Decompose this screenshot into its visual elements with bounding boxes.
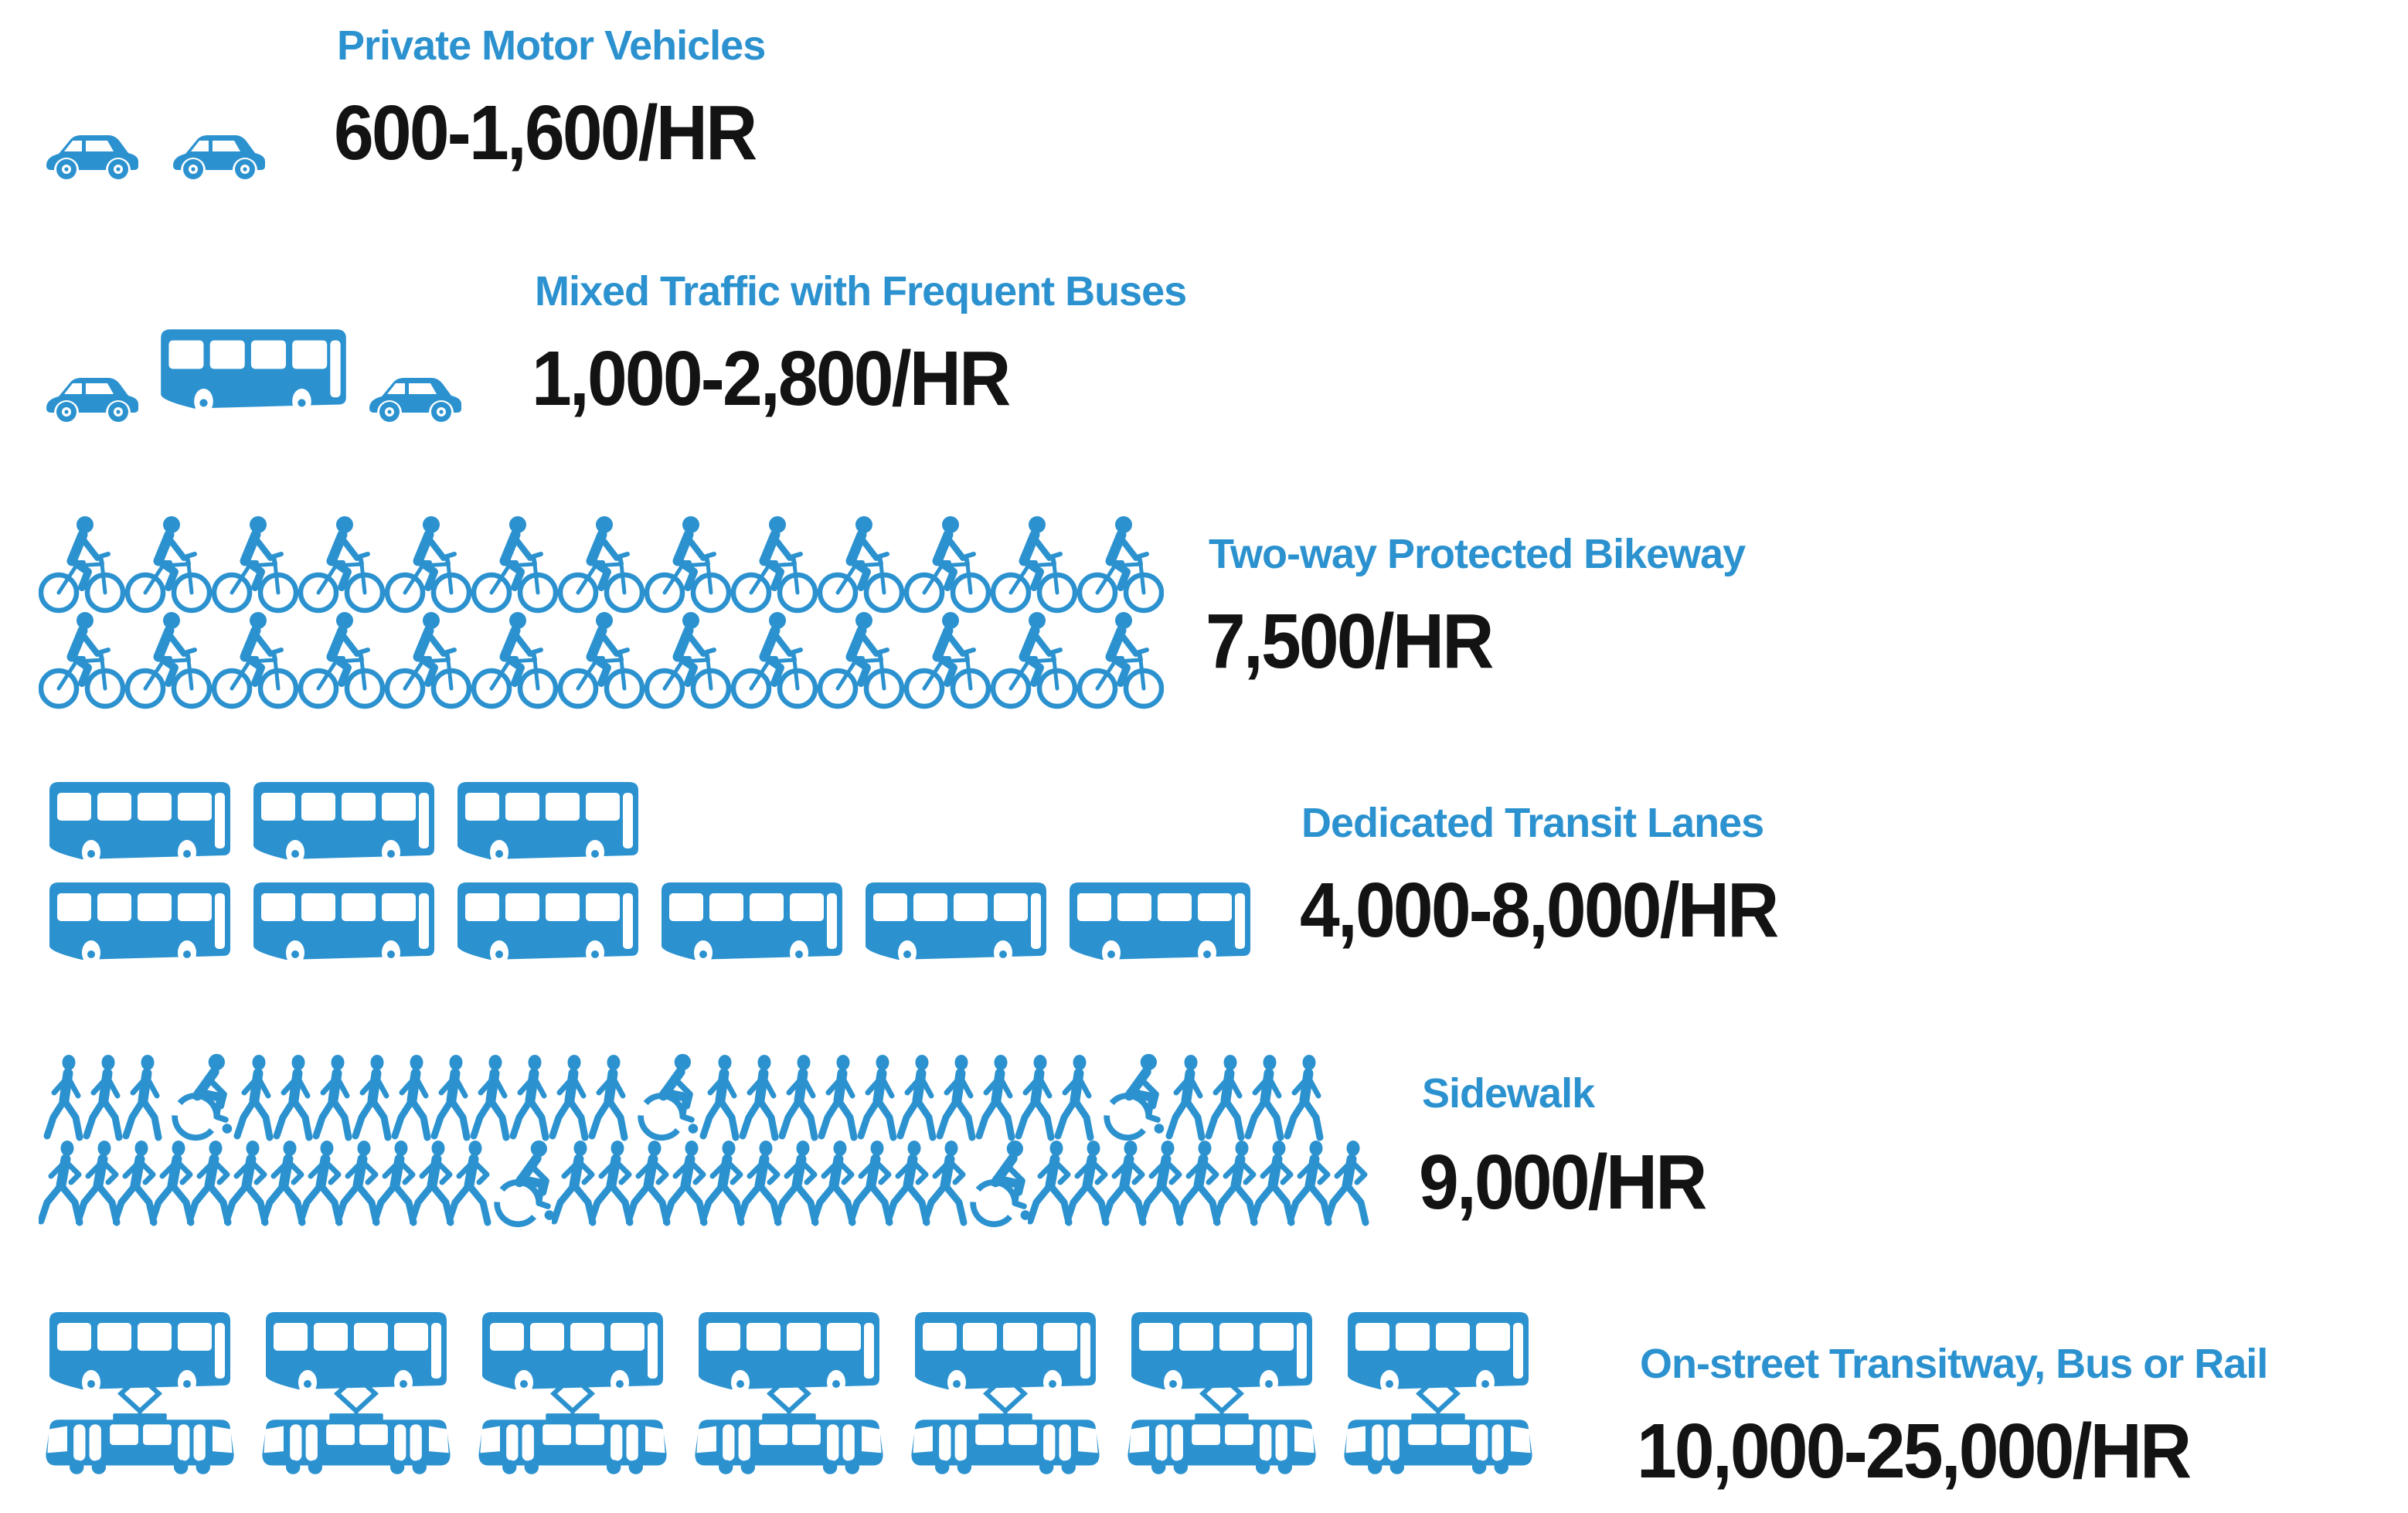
wheelchair-user-icon [162,1051,242,1142]
bus-icon [43,878,236,971]
cyclist-icon-row [39,610,1164,711]
bus-icon [451,777,645,870]
cyclist-icon-row [39,515,1164,615]
cyclist-icon [558,515,645,615]
car-icon-row [39,125,272,181]
car-icon [39,368,145,423]
cyclist-icon [645,610,731,711]
bus-icon [859,878,1053,971]
cyclist-icon [1077,515,1164,615]
tram-icon [1337,1374,1539,1481]
cyclist-icon [39,610,125,711]
cyclist-icon [558,610,645,711]
section-value: 9,000/HR [1419,1139,1707,1226]
cyclist-icon [818,515,904,615]
cyclist-icon [991,515,1077,615]
cyclist-icon [125,515,212,615]
tram-icon [688,1374,890,1481]
section-title: Dedicated Transit Lanes [1301,800,1764,846]
pedestrian-icon [1284,1054,1332,1142]
cyclist-icon [298,515,385,615]
cyclist-icon [125,610,212,711]
mixed-traffic-icon-row [39,321,468,423]
bus-icon [43,777,236,870]
bus-icon [155,321,352,423]
cyclist-icon [731,610,818,711]
tram-icon [39,1374,241,1481]
cyclist-icon [818,610,904,711]
section-title: Mixed Traffic with Frequent Buses [535,268,1187,314]
bus-icon [247,878,440,971]
tram-icon [1121,1374,1323,1481]
bus-icon-row [43,878,1257,971]
car-icon [165,125,272,181]
pedestrian-icon [1325,1141,1374,1229]
pedestrian-icon-row [39,1137,1362,1229]
wheelchair-user-icon [1093,1051,1174,1142]
bus-icon [655,878,849,971]
tram-icon [904,1374,1107,1481]
tram-icon [471,1374,674,1481]
cyclist-icon [991,610,1077,711]
section-value: 7,500/HR [1206,598,1494,685]
tram-icon [255,1374,457,1481]
cyclist-icon [385,610,471,711]
section-title: Two-way Protected Bikeway [1209,531,1746,577]
cyclist-icon [1077,610,1164,711]
section-value: 1,000-2,800/HR [532,335,1011,422]
cyclist-icon [904,515,991,615]
bus-icon [247,777,440,870]
section-value: 10,000-25,000/HR [1637,1408,2192,1494]
cyclist-icon [731,515,818,615]
section-title: On-street Transitway, Bus or Rail [1640,1341,2268,1387]
bus-icon [1063,878,1257,971]
car-icon [362,368,468,423]
cyclist-icon [645,515,731,615]
cyclist-icon [385,515,471,615]
cyclist-icon [471,515,558,615]
cyclist-icon [298,610,385,711]
cyclist-icon [904,610,991,711]
cyclist-icon [212,515,298,615]
bus-icon-row [43,777,645,870]
bus-icon [451,878,645,971]
pedestrian-icon-row [43,1051,1323,1142]
cyclist-icon [212,610,298,711]
section-value: 600-1,600/HR [334,90,757,176]
cyclist-icon [471,610,558,711]
section-title: Sidewalk [1422,1070,1595,1117]
tram-icon-row [39,1374,1539,1481]
section-value: 4,000-8,000/HR [1300,867,1779,954]
wheelchair-user-icon [628,1051,708,1142]
cyclist-icon [39,515,125,615]
car-icon [39,125,145,181]
section-title: Private Motor Vehicles [337,22,766,69]
